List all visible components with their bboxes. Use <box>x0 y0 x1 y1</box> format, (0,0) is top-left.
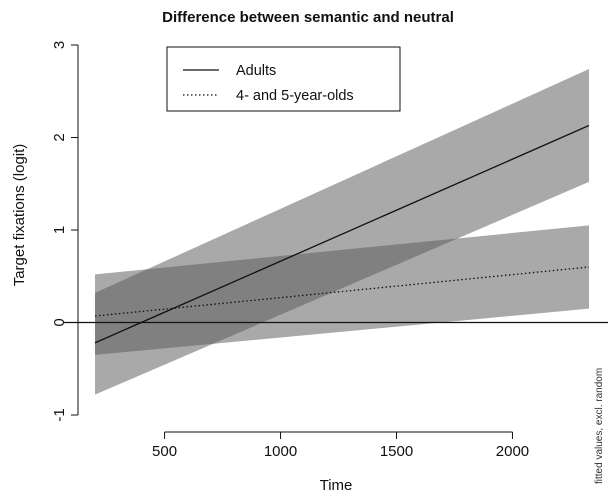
legend-box <box>166 46 401 112</box>
x-tick-label: 500 <box>152 443 177 460</box>
legend-label-adults: Adults <box>236 63 276 79</box>
side-note: fitted values, excl. random <box>594 368 605 484</box>
x-axis: 500 1000 1500 2000 <box>152 431 529 460</box>
series-line-adults <box>94 124 590 344</box>
y-tick-label: -1 <box>51 408 68 421</box>
y-axis: -1 0 1 2 3 <box>51 41 79 422</box>
series-lines <box>94 124 590 344</box>
legend: Adults 4- and 5-year-olds <box>166 46 401 112</box>
x-tick-label: 1000 <box>264 443 297 460</box>
x-axis-label: Time <box>320 477 353 494</box>
y-tick-label: 0 <box>51 318 68 326</box>
y-axis-label: Target fixations (logit) <box>11 144 28 287</box>
y-tick-label: 3 <box>51 41 68 49</box>
x-tick-label: 2000 <box>496 443 529 460</box>
x-tick-label: 1500 <box>380 443 413 460</box>
legend-label-children: 4- and 5-year-olds <box>236 88 354 104</box>
y-tick-label: 2 <box>51 133 68 141</box>
y-tick-label: 1 <box>51 226 68 234</box>
series-line-children <box>94 266 590 317</box>
chart-title: Difference between semantic and neutral <box>162 9 454 26</box>
